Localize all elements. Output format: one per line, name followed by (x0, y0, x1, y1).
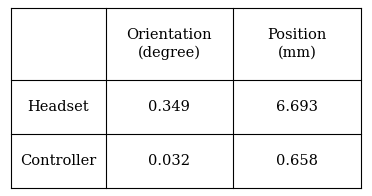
Text: 0.349: 0.349 (148, 100, 190, 114)
Text: Position
(mm): Position (mm) (267, 28, 327, 60)
Text: 0.658: 0.658 (276, 154, 318, 168)
Text: 6.693: 6.693 (276, 100, 318, 114)
Text: 0.032: 0.032 (148, 154, 190, 168)
Text: Orientation
(degree): Orientation (degree) (126, 28, 212, 60)
Text: Headset: Headset (28, 100, 89, 114)
Text: Controller: Controller (20, 154, 96, 168)
